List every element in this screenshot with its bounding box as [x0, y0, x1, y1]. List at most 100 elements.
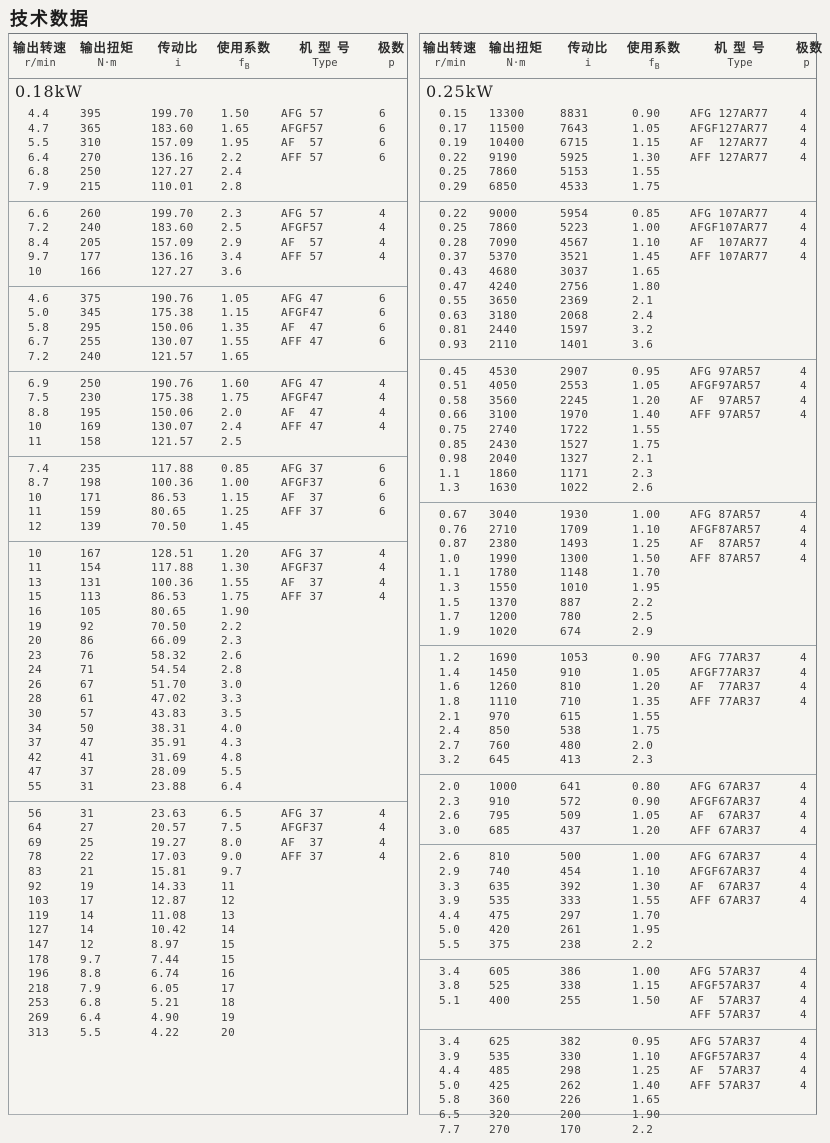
- cell-speed: 8.7: [28, 476, 50, 490]
- cell-sf: 2.3: [632, 753, 654, 767]
- table-row: 42 41 31.69 4.8: [9, 751, 407, 766]
- table-row: 3.4 605 386 1.00 AFG 57AR37 4: [420, 965, 816, 980]
- cell-poles: [375, 780, 408, 795]
- cell-ratio: 641: [560, 780, 582, 794]
- cell-ratio: 382: [560, 1034, 582, 1048]
- table-row: 0.81 2440 1597 3.2: [420, 323, 816, 338]
- cell-type: [275, 982, 375, 997]
- table-row: 0.58 3560 2245 1.20 AF 97AR57 4: [420, 394, 816, 409]
- table-row: 2.1 970 615 1.55: [420, 710, 816, 725]
- cell-torque: 420: [489, 923, 511, 937]
- cell-sf: 0.90: [632, 794, 661, 808]
- cell-ratio: 509: [560, 809, 582, 823]
- cell-torque: 8.8: [80, 967, 102, 981]
- table-row: 8.8 195 150.06 2.0 AF 47 4: [9, 406, 407, 421]
- cell-type: AF 47: [281, 405, 324, 419]
- cell-speed: 1.4: [439, 665, 461, 679]
- cell-speed: 2.1: [439, 709, 461, 723]
- table-row: 147 12 8.97 15: [9, 938, 407, 953]
- cell-torque: 215: [80, 180, 102, 194]
- table-row: 8.7 198 100.36 1.00 AFGF37 6: [9, 476, 407, 491]
- row-group: 4.4 395 199.70 1.50 AFG 57 6 4.7 365 183.60 1.65 A…: [9, 102, 407, 201]
- cell-torque: 535: [489, 894, 511, 908]
- cell-poles: [375, 663, 408, 678]
- cell-poles: [796, 294, 817, 309]
- table-row: 0.37 5370 3521 1.45 AFF 107AR77 4: [420, 250, 816, 265]
- cell-torque: 50: [80, 721, 95, 735]
- cell-speed: 0.63: [439, 308, 468, 322]
- cell-torque: 395: [80, 107, 102, 121]
- cell-poles: 4: [800, 879, 808, 893]
- cell-speed: 0.45: [439, 364, 468, 378]
- cell-sf: 0.90: [632, 107, 661, 121]
- cell-type: AF 37: [281, 575, 324, 589]
- cell-speed: 3.9: [439, 1049, 461, 1063]
- cell-sf: 20: [221, 1025, 236, 1039]
- cell-speed: 3.8: [439, 979, 461, 993]
- cell-poles: [375, 350, 408, 365]
- cell-poles: 4: [800, 551, 808, 565]
- cell-sf: 1.25: [221, 505, 250, 519]
- cell-poles: [375, 722, 408, 737]
- cell-poles: 4: [379, 590, 387, 604]
- cell-torque: 1550: [489, 580, 518, 594]
- table-row: 12 139 70.50 1.45: [9, 520, 407, 535]
- table-row: 0.17 11500 7643 1.05 AFGF127AR77 4: [420, 122, 816, 137]
- cell-ratio: 23.88: [151, 780, 187, 794]
- cell-poles: [375, 736, 408, 751]
- cell-type: [275, 620, 375, 635]
- cell-type: AF 57: [281, 235, 324, 249]
- cell-torque: 5370: [489, 250, 518, 264]
- cell-poles: [796, 596, 817, 611]
- table-row: 11 159 80.65 1.25 AFF 37 6: [9, 505, 407, 520]
- cell-ratio: 454: [560, 865, 582, 878]
- cell-speed: 269: [28, 1010, 50, 1024]
- cell-ratio: 121.57: [151, 434, 194, 448]
- table-row: 4.4 395 199.70 1.50 AFG 57 6: [9, 107, 407, 122]
- cell-type: AFG 67AR37: [690, 850, 762, 864]
- cell-poles: 6: [379, 306, 387, 320]
- cell-ratio: 100.36: [151, 476, 194, 490]
- cell-ratio: 8.97: [151, 937, 180, 951]
- cell-sf: 3.3: [221, 692, 243, 706]
- cell-torque: 113: [80, 590, 102, 604]
- cell-ratio: 615: [560, 709, 582, 723]
- table-row: 5.5 310 157.09 1.95 AF 57 6: [9, 136, 407, 151]
- column-header-torque: 输出扭矩: [79, 40, 134, 55]
- cell-torque: 9000: [489, 206, 518, 220]
- cell-sf: 1.05: [632, 665, 661, 679]
- cell-ratio: 333: [560, 894, 582, 908]
- cell-sf: 1.45: [632, 250, 661, 264]
- header-unit-row: r/min N·m i fB Type p: [9, 56, 407, 74]
- cell-type: [684, 923, 796, 938]
- cell-sf: 3.6: [632, 338, 654, 351]
- cell-poles: 4: [379, 206, 387, 220]
- cell-poles: [796, 625, 817, 640]
- cell-poles: [796, 710, 817, 725]
- cell-torque: 19: [80, 879, 95, 893]
- cell-ratio: 183.60: [151, 221, 194, 235]
- cell-torque: 4530: [489, 364, 518, 378]
- cell-sf: 1.45: [221, 519, 250, 533]
- cell-ratio: 910: [560, 665, 582, 679]
- table-row: 1.8 1110 710 1.35 AFF 77AR37 4: [420, 695, 816, 710]
- cell-type: AFF 67AR37: [690, 894, 762, 908]
- cell-ratio: 47.02: [151, 692, 187, 706]
- cell-poles: [796, 581, 817, 596]
- cell-poles: [375, 605, 408, 620]
- cell-torque: 9.7: [80, 952, 102, 966]
- cell-poles: [375, 649, 408, 664]
- cell-poles: 4: [379, 575, 387, 589]
- table-row: 83 21 15.81 9.7: [9, 865, 407, 880]
- cell-type: [684, 165, 796, 180]
- table-row: AFF 57AR37 4: [420, 1008, 816, 1023]
- cell-speed: 2.3: [439, 794, 461, 808]
- cell-poles: 4: [800, 964, 808, 978]
- cell-speed: 11: [28, 434, 43, 448]
- cell-speed: 10: [28, 546, 43, 560]
- cell-poles: 4: [379, 391, 387, 405]
- cell-sf: 1.35: [632, 695, 661, 709]
- cell-poles: 4: [800, 1049, 808, 1063]
- table-row: 0.98 2040 1327 2.1: [420, 452, 816, 467]
- cell-speed: 4.6: [28, 291, 50, 305]
